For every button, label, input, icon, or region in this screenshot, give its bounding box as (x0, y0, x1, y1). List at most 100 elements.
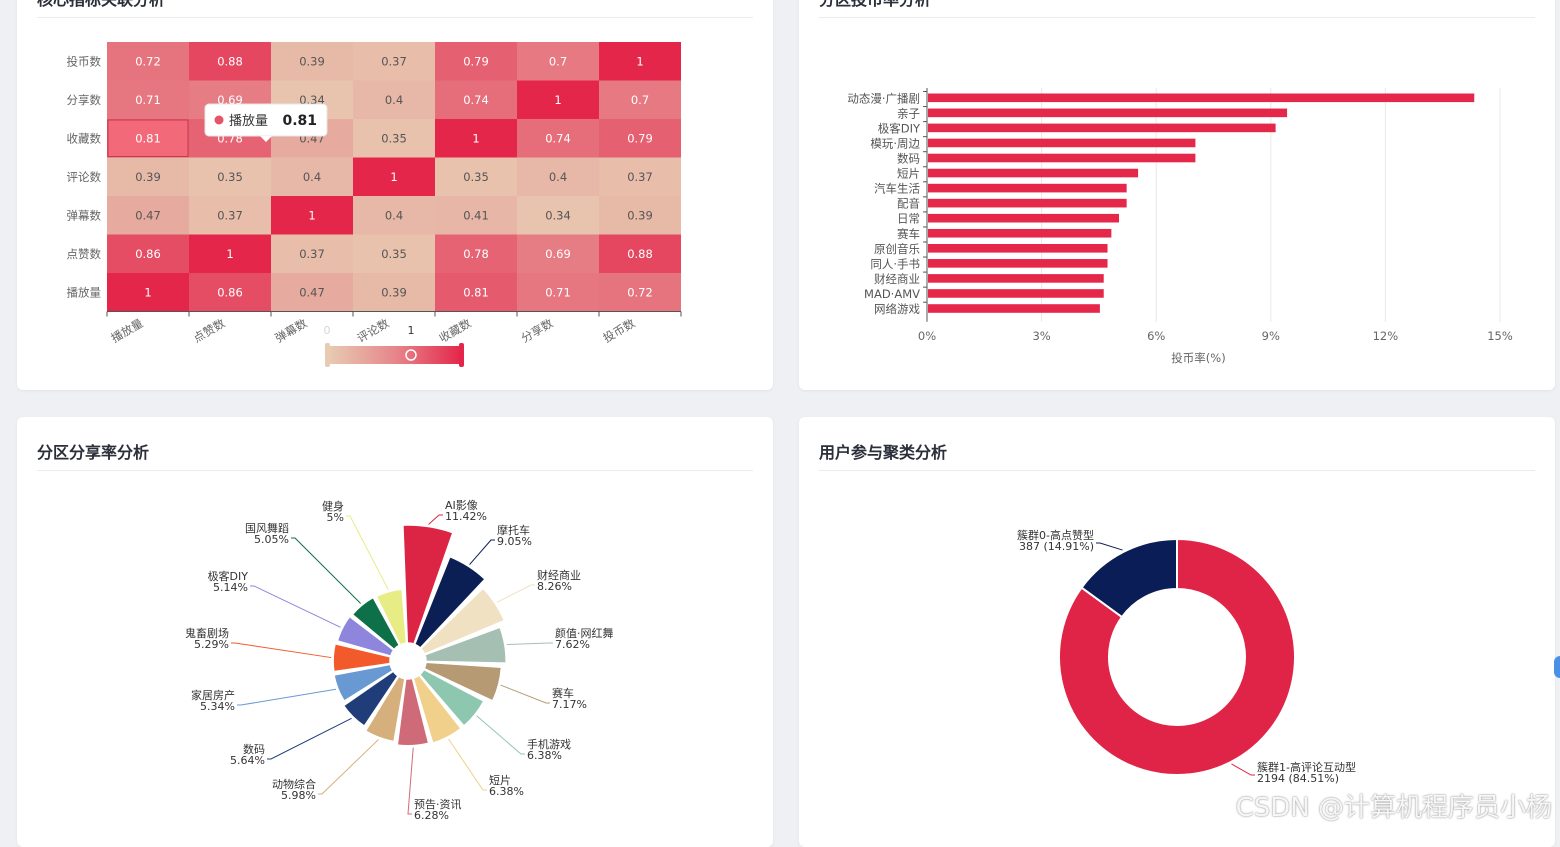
rose-label-value: 7.62% (555, 638, 590, 651)
heatmap-x-tick: 播放量 (109, 316, 146, 345)
donut-label-name: 簇群1-高评论互动型 (1257, 760, 1356, 774)
heatmap-title: 核心指标关联分析 (37, 0, 165, 10)
bar-y-tick: MAD·AMV (864, 287, 920, 301)
rose-slice (336, 615, 395, 657)
bar-y-tick: 同人·手书 (870, 257, 920, 271)
heatmap-cell-label: 0.39 (381, 285, 407, 299)
rose-label-name: 财经商业 (537, 568, 581, 582)
heatmap-cell-label: 1 (472, 131, 479, 145)
heatmap-cell (271, 234, 353, 273)
scroll-handle[interactable] (1554, 656, 1560, 678)
heatmap-cell-label: 0.69 (545, 247, 571, 261)
heatmap-chart[interactable]: 0.72 0.88 0.39 0.37 0.79 0.7 10.71 0.69 0.34 0.4 0… (17, 0, 773, 390)
heatmap-cell (599, 273, 681, 312)
donut-label-value: 387 (14.91%) (1019, 540, 1094, 553)
rose-slice (402, 524, 454, 645)
rose-label-line (267, 717, 352, 760)
rose-label-line (428, 514, 443, 525)
heatmap-y-tick: 评论数 (67, 170, 102, 184)
heatmap-y-tick: 弹幕数 (67, 208, 102, 222)
heatmap-cell-label: 0.35 (463, 170, 489, 184)
rose-label-name: 手机游戏 (527, 737, 571, 751)
heatmap-cell-label: 1 (554, 93, 561, 107)
donut-slice (1058, 537, 1296, 776)
rose-label-value: 6.38% (527, 749, 562, 762)
share-rate-divider (37, 470, 753, 471)
heatmap-cell (599, 80, 681, 119)
bar (928, 274, 1104, 283)
rose-slice (418, 668, 485, 727)
coin-rate-chart[interactable]: 0% 3% 6% 9% 12% 15% 动态漫·广播剧亲子极客DIY模玩·周边数码短片汽车生… (799, 0, 1555, 390)
rose-slice (342, 670, 399, 727)
bar-y-tick: 赛车 (897, 227, 920, 241)
rose-slice (413, 555, 486, 649)
heatmap-cell-label: 0.86 (135, 247, 161, 261)
rose-label-name: 国风舞蹈 (245, 522, 289, 535)
heatmap-cell-label: 0.39 (627, 208, 653, 222)
heatmap-cell-label: 1 (226, 247, 233, 261)
heatmap-y-tick: 分享数 (67, 93, 102, 107)
heatmap-cell (271, 42, 353, 81)
heatmap-cell-label: 0.7 (549, 54, 567, 68)
heatmap-cell (271, 273, 353, 312)
rose-slice (364, 675, 406, 743)
bar-y-tick: 极客DIY (878, 121, 921, 135)
heatmap-cell-label: 0.74 (545, 131, 571, 145)
rose-label-value: 5.14% (213, 581, 248, 594)
rose-label-value: 6.28% (414, 809, 449, 822)
bar-y-tick: 原创音乐 (874, 242, 920, 256)
heatmap-x-tick: 弹幕数 (273, 316, 310, 346)
bar-y-tick: 配音 (897, 197, 920, 211)
tooltip-value: 0.81 (282, 113, 317, 129)
rose-slice (396, 677, 430, 747)
rose-label-line (448, 738, 487, 791)
heatmap-cell (435, 157, 517, 196)
rose-slice (332, 643, 392, 673)
heatmap-cell-label: 0.7 (631, 93, 649, 107)
heatmap-cell (353, 234, 435, 273)
share-rate-card: 分区分享率分析 AI影像 11.42% 摩托车 9.05% 财经商业 8.26% 颜值·网红… (17, 417, 773, 847)
bar-x-tick: 12% (1373, 329, 1399, 343)
heatmap-cell (517, 273, 599, 312)
rose-label-name: 赛车 (552, 686, 574, 700)
bar (928, 289, 1104, 298)
heatmap-cell-label: 0.69 (217, 93, 243, 107)
rose-label-name: 鬼畜剧场 (185, 626, 229, 640)
heatmap-cell (599, 42, 681, 81)
rose-label-line (476, 715, 525, 755)
heatmap-y-tick: 点赞数 (67, 247, 102, 261)
heatmap-cell-label: 0.37 (217, 208, 243, 222)
heatmap-cell (353, 80, 435, 119)
heatmap-cell-label: 0.47 (135, 208, 161, 222)
rose-label-line (346, 515, 389, 590)
bar-y-tick: 网络游戏 (874, 302, 920, 316)
heatmap-cell (189, 196, 271, 235)
rose-label-line (250, 585, 341, 628)
heatmap-cell (517, 119, 599, 158)
heatmap-cell-label: 0.41 (463, 208, 489, 222)
bar (928, 213, 1119, 223)
heatmap-cell (435, 234, 517, 273)
bar-y-tick: 数码 (897, 152, 920, 166)
heatmap-cell-label: 0.71 (135, 93, 161, 107)
bar-y-tick: 汽车生活 (874, 182, 920, 196)
heatmap-cell-label: 0.39 (299, 54, 325, 68)
heatmap-cell-label: 0.34 (545, 208, 571, 222)
bar-y-tick: 财经商业 (874, 272, 920, 286)
coin-rate-divider (819, 17, 1535, 18)
heatmap-cell-label: 0.4 (303, 170, 321, 184)
heatmap-cell-label: 0.88 (217, 54, 243, 68)
heatmap-cell-label: 0.71 (545, 285, 571, 299)
heatmap-cell-label: 0.35 (381, 247, 407, 261)
heatmap-cell (271, 157, 353, 196)
heatmap-cell-label: 1 (636, 54, 643, 68)
heatmap-cell-label: 0.78 (463, 247, 489, 261)
heatmap-cell-label: 0.72 (135, 54, 161, 68)
heatmap-cell-label: 1 (390, 170, 397, 184)
rose-label-name: 短片 (489, 773, 511, 787)
heatmap-cell (107, 196, 189, 235)
rose-label-value: 5.64% (230, 754, 265, 767)
cluster-divider (819, 470, 1535, 471)
